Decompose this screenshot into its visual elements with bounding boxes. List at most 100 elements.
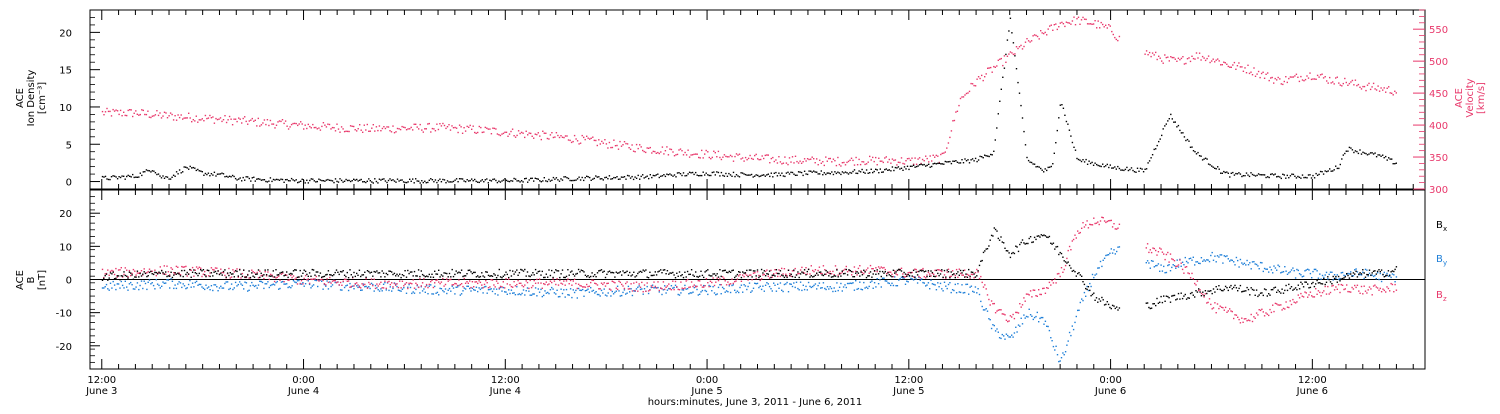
by-point — [686, 288, 689, 290]
velocity-point — [345, 130, 347, 132]
density-point — [522, 181, 524, 183]
by-point — [513, 292, 515, 294]
density-point — [1071, 141, 1074, 144]
bz-point — [643, 284, 646, 286]
bz-point — [533, 279, 535, 282]
by-point — [415, 288, 417, 291]
bx-point — [513, 273, 515, 275]
bz-point — [867, 267, 869, 269]
top-right-label-line1: ACE — [1454, 88, 1465, 108]
bz-point — [1347, 290, 1349, 293]
bz-point — [615, 287, 617, 289]
bz-point — [645, 290, 647, 292]
by-point — [829, 286, 831, 288]
density-point — [427, 181, 429, 184]
velocity-point — [961, 96, 963, 98]
by-point — [384, 281, 386, 284]
velocity-point — [623, 141, 626, 143]
density-point — [1144, 168, 1146, 170]
bx-point — [162, 271, 164, 274]
by-point — [1204, 260, 1207, 262]
by-point — [427, 293, 429, 295]
bx-point — [904, 273, 907, 275]
density-point — [110, 176, 113, 178]
by-point — [692, 291, 694, 293]
bx-point — [669, 272, 671, 274]
velocity-point — [981, 74, 983, 77]
velocity-point — [635, 143, 638, 146]
by-point — [1196, 261, 1199, 263]
density-point — [510, 180, 512, 182]
bz-point — [101, 268, 104, 271]
bx-point — [561, 269, 564, 271]
by-point — [965, 283, 967, 286]
bx-point — [384, 276, 386, 278]
bz-point — [181, 265, 183, 268]
bz-point — [1336, 288, 1338, 290]
by-point — [746, 288, 748, 291]
bx-point — [832, 276, 834, 278]
bz-point — [1300, 292, 1302, 295]
density-point — [955, 160, 957, 162]
density-point — [103, 176, 105, 178]
bz-point — [1280, 304, 1282, 306]
density-point — [474, 178, 476, 181]
bz-point — [786, 275, 788, 277]
velocity-point — [419, 123, 421, 126]
bx-point — [1370, 274, 1372, 276]
density-point — [734, 175, 736, 178]
bx-point — [478, 276, 480, 278]
bx-point — [842, 273, 845, 275]
by-point — [1202, 260, 1204, 262]
bx-point — [376, 270, 378, 272]
velocity-point — [808, 158, 810, 161]
velocity-point — [1260, 72, 1263, 75]
bz-point — [1189, 277, 1192, 279]
density-point — [289, 180, 291, 182]
density-point — [1035, 166, 1037, 168]
bz-point — [794, 267, 796, 270]
density-point — [365, 181, 367, 184]
bz-point — [959, 272, 962, 275]
by-point — [584, 290, 587, 292]
density-point — [537, 178, 539, 180]
by-point — [1019, 325, 1021, 327]
velocity-point — [1262, 71, 1264, 73]
velocity-point — [116, 110, 119, 112]
density-point — [865, 169, 868, 171]
bx-point — [899, 269, 901, 271]
bz-point — [915, 268, 917, 271]
density-point — [424, 180, 426, 182]
by-point — [248, 289, 250, 291]
density-point — [231, 174, 234, 177]
density-point — [744, 173, 747, 176]
bx-point — [864, 271, 866, 273]
bx-point — [682, 276, 685, 279]
bz-point — [537, 282, 539, 284]
bx-point — [200, 269, 202, 271]
by-point — [534, 287, 537, 289]
bz-point — [972, 273, 974, 276]
by-point — [300, 283, 303, 285]
velocity-point — [590, 137, 592, 139]
by-point — [1245, 264, 1247, 266]
velocity-point — [1188, 57, 1190, 59]
bz-point — [844, 268, 846, 270]
bx-point — [603, 270, 605, 272]
density-point — [926, 164, 928, 167]
density-point — [758, 175, 760, 178]
bz-point — [990, 300, 993, 302]
bz-point — [877, 266, 880, 268]
bz-point — [859, 265, 861, 267]
bx-point — [319, 272, 322, 274]
bz-point — [486, 282, 488, 284]
bz-point — [703, 286, 705, 288]
density-point — [1342, 154, 1344, 156]
density-point — [959, 162, 962, 164]
bx-point — [408, 272, 410, 275]
bx-point — [275, 269, 277, 271]
velocity-point — [1263, 77, 1266, 79]
by-point — [673, 286, 675, 289]
density-point — [1192, 150, 1195, 152]
density-point — [124, 178, 126, 180]
